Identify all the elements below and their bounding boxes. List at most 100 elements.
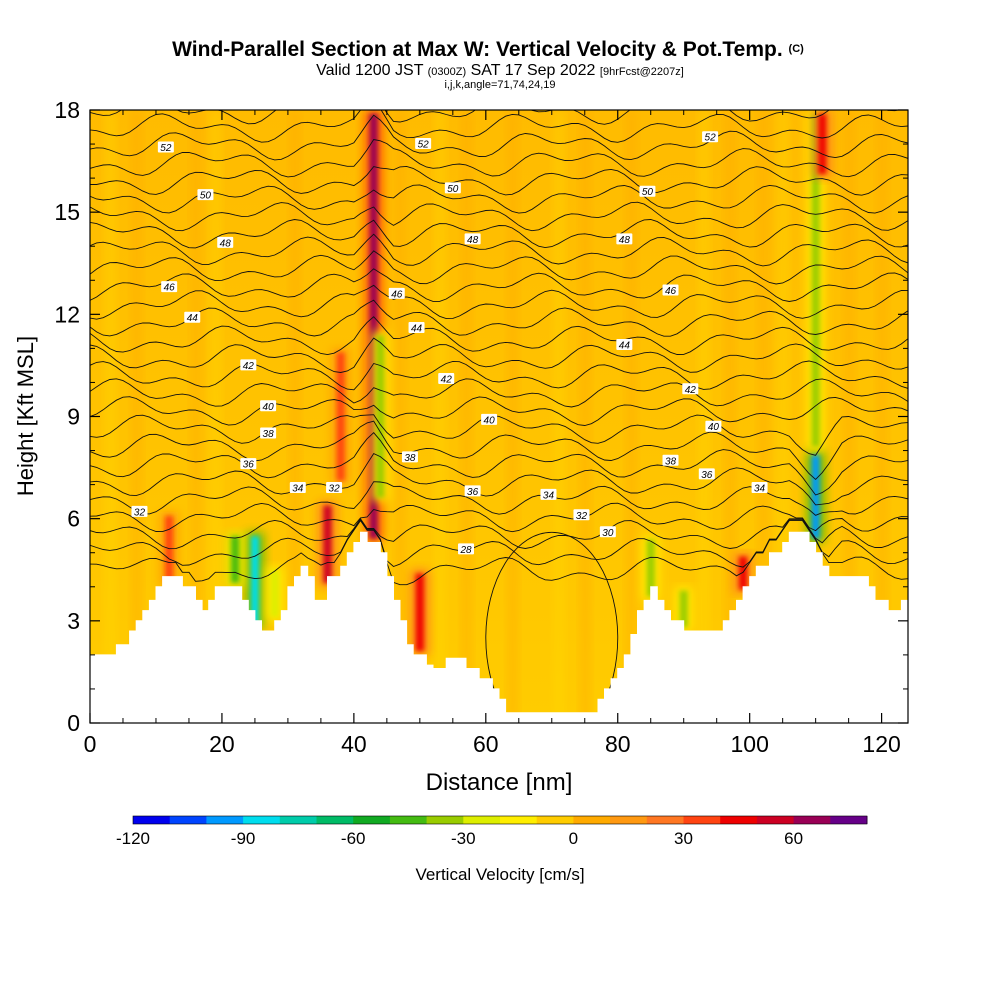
svg-text:36: 36: [467, 487, 479, 498]
theta-contour: [90, 432, 908, 496]
theta-label: 34: [289, 482, 306, 495]
theta-contour: [90, 250, 908, 285]
svg-text:36: 36: [243, 460, 255, 471]
theta-contour: [90, 414, 908, 456]
y-tick-label: 15: [54, 199, 80, 225]
colorbar-swatch: [683, 816, 721, 824]
theta-contour: [90, 502, 908, 533]
svg-text:40: 40: [263, 402, 275, 413]
svg-text:52: 52: [418, 140, 430, 151]
theta-label: 40: [481, 413, 498, 426]
theta-label: 38: [401, 451, 418, 464]
colorbar-swatch: [133, 816, 171, 824]
velocity-band-core: [811, 114, 820, 447]
theta-label: 32: [326, 482, 343, 495]
theta-label: 42: [438, 373, 455, 386]
theta-label: 46: [161, 281, 178, 294]
svg-text:34: 34: [543, 490, 555, 501]
velocity-streak: [699, 110, 709, 723]
velocity-band-core: [270, 570, 279, 617]
colorbar-tick-label: -120: [116, 829, 150, 848]
colorbar-swatch: [316, 816, 354, 824]
colorbar-label: Vertical Velocity [cm/s]: [415, 865, 584, 884]
x-tick-label: 120: [862, 731, 900, 757]
svg-text:40: 40: [708, 422, 720, 433]
svg-text:32: 32: [329, 484, 341, 495]
x-tick-label: 100: [730, 731, 768, 757]
theta-label: 40: [705, 420, 722, 433]
svg-text:48: 48: [467, 235, 479, 246]
y-tick-label: 3: [67, 608, 80, 634]
theta-contour: [90, 284, 908, 320]
svg-text:46: 46: [391, 289, 403, 300]
terrain: [90, 531, 908, 723]
colorbar: -120 -90 -60 -30 0 30 60: [116, 815, 868, 848]
velocity-streak: [211, 110, 221, 723]
svg-text:44: 44: [619, 340, 631, 351]
x-axis-label: Distance [nm]: [426, 769, 573, 796]
theta-contour: [90, 184, 908, 214]
theta-contour: [90, 519, 908, 586]
velocity-band-core: [646, 539, 655, 597]
velocity-band-core: [679, 590, 688, 628]
velocity-band-core: [231, 536, 240, 583]
theta-contour: [90, 138, 908, 178]
svg-text:52: 52: [160, 143, 172, 154]
theta-contour: [90, 518, 908, 568]
svg-text:50: 50: [200, 191, 212, 202]
theta-contour: [90, 396, 908, 426]
theta-label: 46: [388, 287, 405, 300]
svg-text:42: 42: [243, 361, 255, 372]
plot-area: 52 52 52 50 50 50 48 48 48 46 46 46 44 44 44 42 42 42 40 40…: [90, 110, 908, 723]
colorbar-swatch: [279, 816, 317, 824]
svg-text:40: 40: [484, 415, 496, 426]
velocity-streak: [290, 110, 300, 723]
velocity-streak: [725, 110, 735, 723]
velocity-band-core: [369, 114, 378, 539]
theta-contour-closed: [485, 531, 619, 723]
y-tick-label: 6: [67, 506, 80, 532]
svg-text:48: 48: [619, 235, 631, 246]
colorbar-swatch: [206, 816, 244, 824]
colorbar-swatch: [500, 816, 538, 824]
colorbar-swatch: [389, 816, 428, 824]
theta-contour: [90, 337, 908, 373]
theta-contour: [90, 453, 908, 506]
theta-contour: [90, 360, 908, 391]
theta-contour: [90, 219, 908, 249]
velocity-bands: [160, 110, 832, 655]
velocity-streak: [396, 110, 406, 723]
svg-text:48: 48: [220, 238, 232, 249]
colorbar-swatch: [720, 816, 758, 824]
theta-contour: [90, 110, 908, 143]
svg-text:50: 50: [642, 187, 654, 198]
theta-contour: [90, 299, 908, 337]
colorbar-frame: [132, 815, 868, 825]
theta-label: 50: [639, 185, 656, 198]
y-tick-label: 9: [67, 404, 80, 430]
theta-contour: [90, 268, 908, 302]
colorbar-swatch: [646, 816, 684, 824]
velocity-streak: [435, 110, 445, 723]
velocity-band-core: [415, 573, 424, 651]
x-tick-label: 0: [84, 731, 97, 757]
theta-label: 32: [573, 509, 590, 522]
theta-label: 48: [464, 233, 481, 246]
theta-contour: [90, 316, 908, 356]
velocity-band-core: [811, 454, 820, 539]
y-tick-label: 12: [54, 301, 80, 327]
colorbar-swatch: [610, 816, 648, 824]
x-tick-label: 60: [473, 731, 499, 757]
colorbar-swatch: [830, 816, 868, 824]
theta-label: 50: [197, 189, 214, 202]
theta-contour: [90, 110, 902, 125]
velocity-streak: [105, 110, 115, 723]
velocity-streak: [462, 110, 472, 723]
svg-text:38: 38: [404, 453, 416, 464]
svg-text:50: 50: [447, 184, 459, 195]
theta-label: 52: [415, 138, 432, 151]
theta-contour: [90, 201, 908, 232]
svg-text:44: 44: [187, 313, 199, 324]
x-tick-label: 80: [605, 731, 631, 757]
velocity-band-core: [165, 515, 174, 583]
